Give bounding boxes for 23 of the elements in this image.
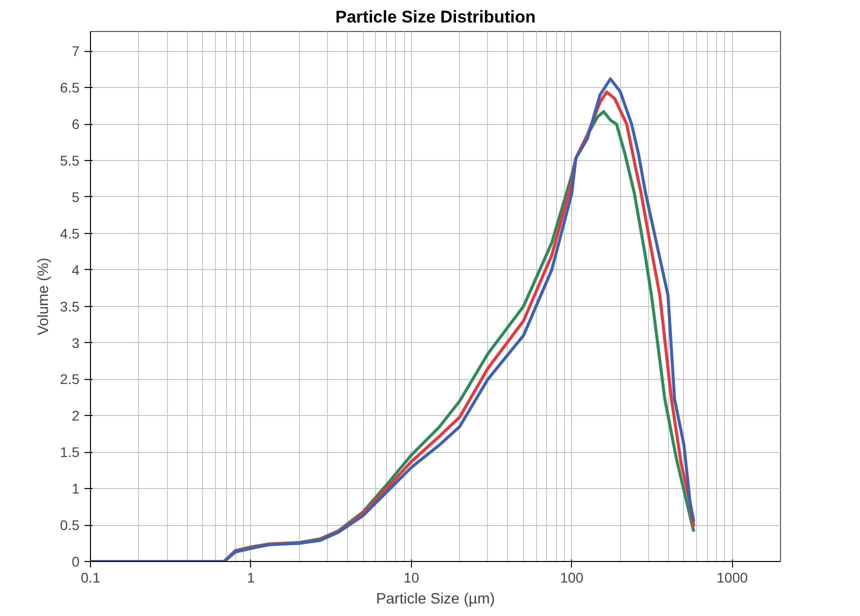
y-tick-label: 4 xyxy=(72,262,80,278)
y-tick-label: 0.5 xyxy=(60,517,80,534)
y-tick-label: 7 xyxy=(72,43,80,60)
x-tick-label: 1 xyxy=(247,570,256,586)
y-tick-label: 0 xyxy=(72,554,80,570)
y-tick-label: 1.5 xyxy=(60,444,80,460)
y-tick-label: 3 xyxy=(72,334,80,351)
x-tick-label: 10 xyxy=(404,570,420,586)
y-tick-label: 6.5 xyxy=(60,80,80,96)
y-tick-label: 2 xyxy=(72,408,80,424)
x-tick-label: 1000 xyxy=(716,570,748,586)
x-tick-label: 0.1 xyxy=(80,570,100,586)
x-tick-label: 100 xyxy=(560,570,584,586)
y-tick-label: 1 xyxy=(72,480,80,497)
x-axis-title: Particle Size (µm) xyxy=(376,590,495,608)
y-tick-label: 5 xyxy=(72,188,80,205)
y-tick-label: 5.5 xyxy=(60,152,80,169)
y-axis-title: Volume (%) xyxy=(35,258,52,336)
y-tick-label: 2.5 xyxy=(60,371,80,388)
y-tick-label: 3.5 xyxy=(60,298,80,314)
y-tick-label: 6 xyxy=(72,116,80,132)
chart-title: Particle Size Distribution xyxy=(335,8,536,26)
y-tick-label: 4.5 xyxy=(60,225,80,242)
